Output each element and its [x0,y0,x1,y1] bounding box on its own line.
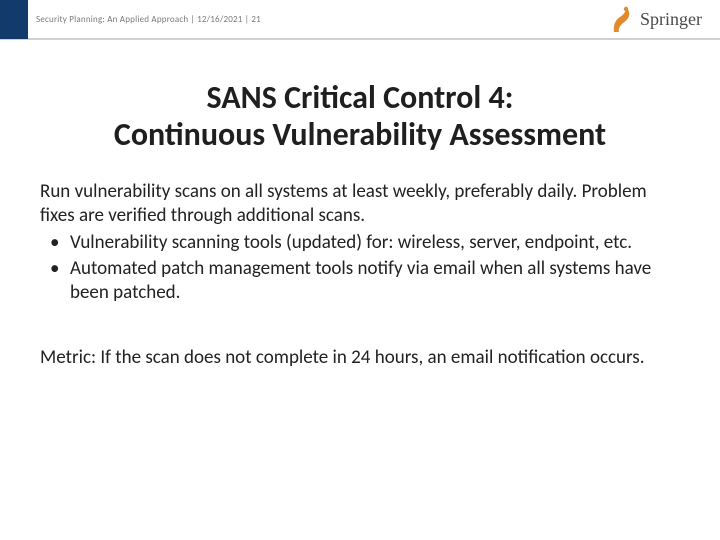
header-bar: Security Planning: An Applied Approach |… [0,0,720,40]
bullet-list: Vulnerability scanning tools (updated) f… [40,231,680,306]
bullet-item: Automated patch management tools notify … [40,257,680,306]
springer-horse-icon [608,4,634,34]
slide-body: Run vulnerability scans on all systems a… [40,180,680,370]
accent-block [0,0,28,39]
title-line-1: SANS Critical Control 4: [0,80,720,117]
slide-title: SANS Critical Control 4: Continuous Vuln… [0,80,720,154]
publisher-name: Springer [640,9,702,30]
title-line-2: Continuous Vulnerability Assessment [0,117,720,154]
intro-text: Run vulnerability scans on all systems a… [40,180,680,229]
slide-meta: Security Planning: An Applied Approach |… [36,14,261,25]
publisher-logo: Springer [608,4,702,34]
bullet-item: Vulnerability scanning tools (updated) f… [40,231,680,255]
slide: Security Planning: An Applied Approach |… [0,0,720,540]
metric-text: Metric: If the scan does not complete in… [40,346,680,370]
